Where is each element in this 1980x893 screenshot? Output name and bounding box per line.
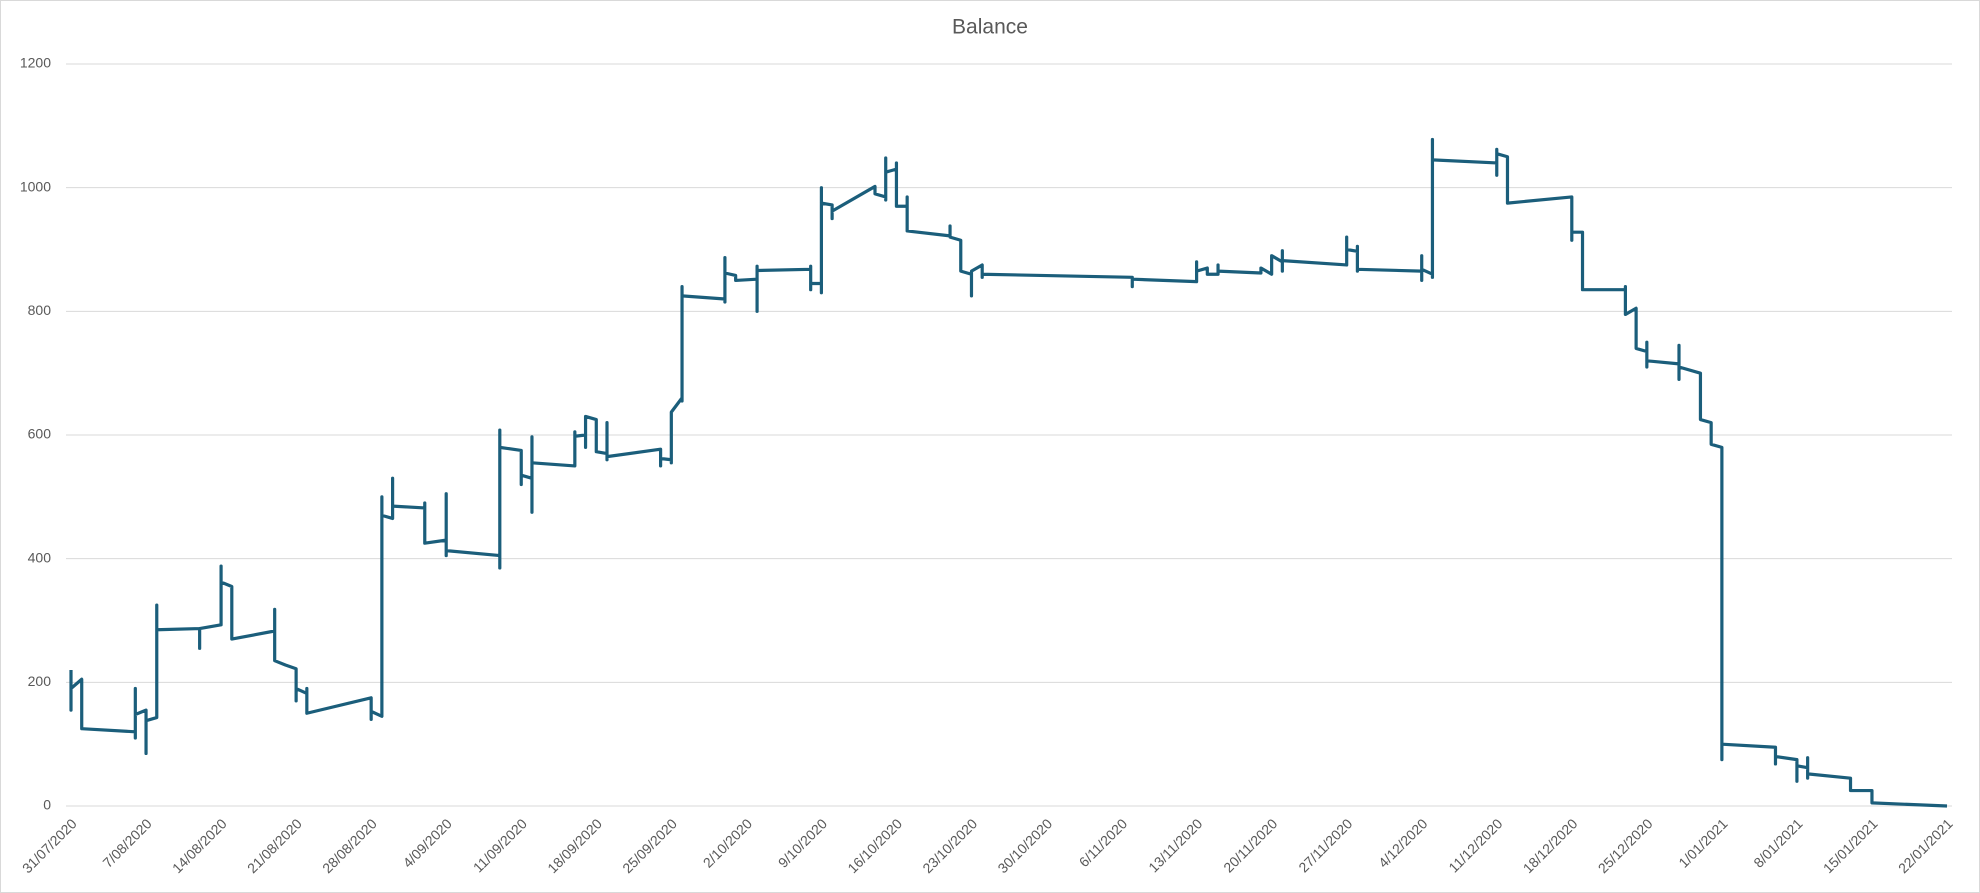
- y-tick-label: 1200: [20, 55, 51, 71]
- y-tick-label: 400: [28, 549, 52, 565]
- chart-title: Balance: [952, 16, 1028, 39]
- balance-line: [69, 137, 1948, 808]
- y-tick-label: 1000: [20, 178, 51, 194]
- y-tick-label: 600: [28, 426, 52, 442]
- y-tick-label: 800: [28, 302, 52, 318]
- y-tick-label: 0: [43, 797, 51, 813]
- y-tick-label: 200: [28, 673, 52, 689]
